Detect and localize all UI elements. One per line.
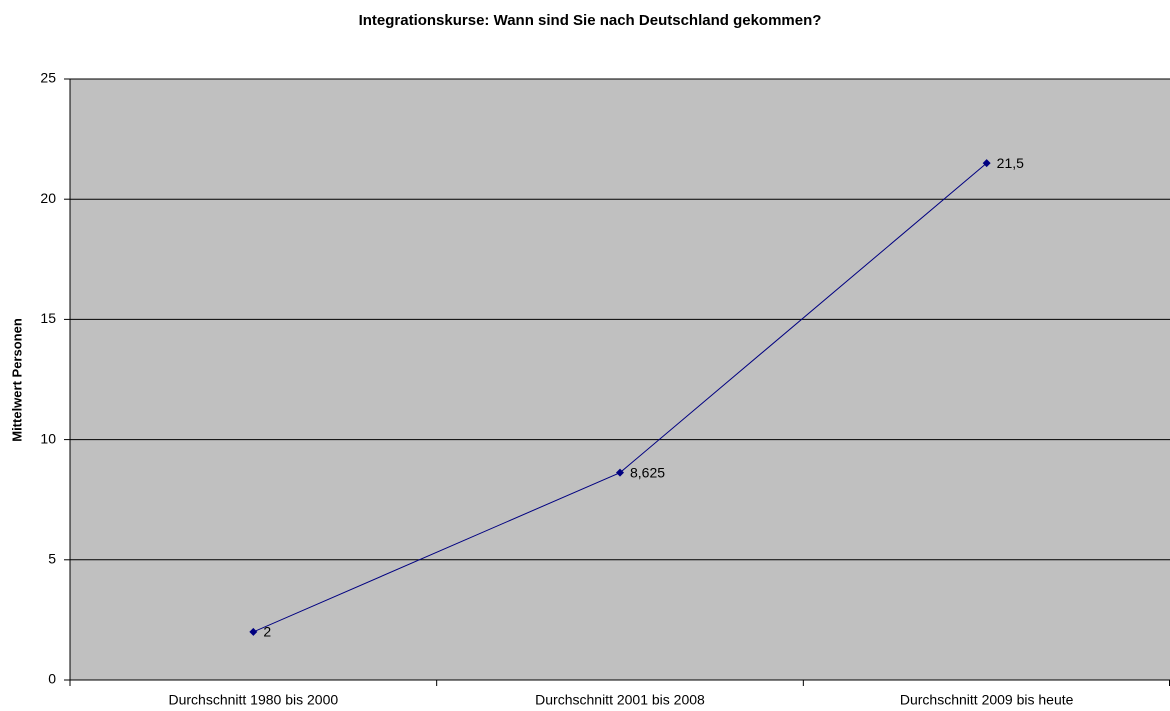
y-tick-label: 25 [40,70,56,86]
y-tick-label: 15 [40,310,56,326]
x-tick-label: Durchschnitt 2001 bis 2008 [535,692,705,708]
data-label: 2 [263,624,271,640]
marker [249,627,258,636]
y-tick-label: 20 [40,190,56,206]
chart-title: Integrationskurse: Wann sind Sie nach De… [359,12,822,29]
x-tick-label: Durchschnitt 2009 bis heute [900,692,1074,708]
data-label: 21,5 [997,155,1024,171]
x-tick-label: Durchschnitt 1980 bis 2000 [168,692,338,708]
y-axis-label: Mittelwert Personen [9,318,24,442]
plot-area [70,79,1170,680]
data-label: 8,625 [630,464,665,480]
y-tick-label: 10 [40,430,56,446]
y-tick-label: 0 [48,671,56,687]
marker [982,159,991,168]
marker [616,468,624,477]
y-tick-label: 5 [48,551,56,567]
